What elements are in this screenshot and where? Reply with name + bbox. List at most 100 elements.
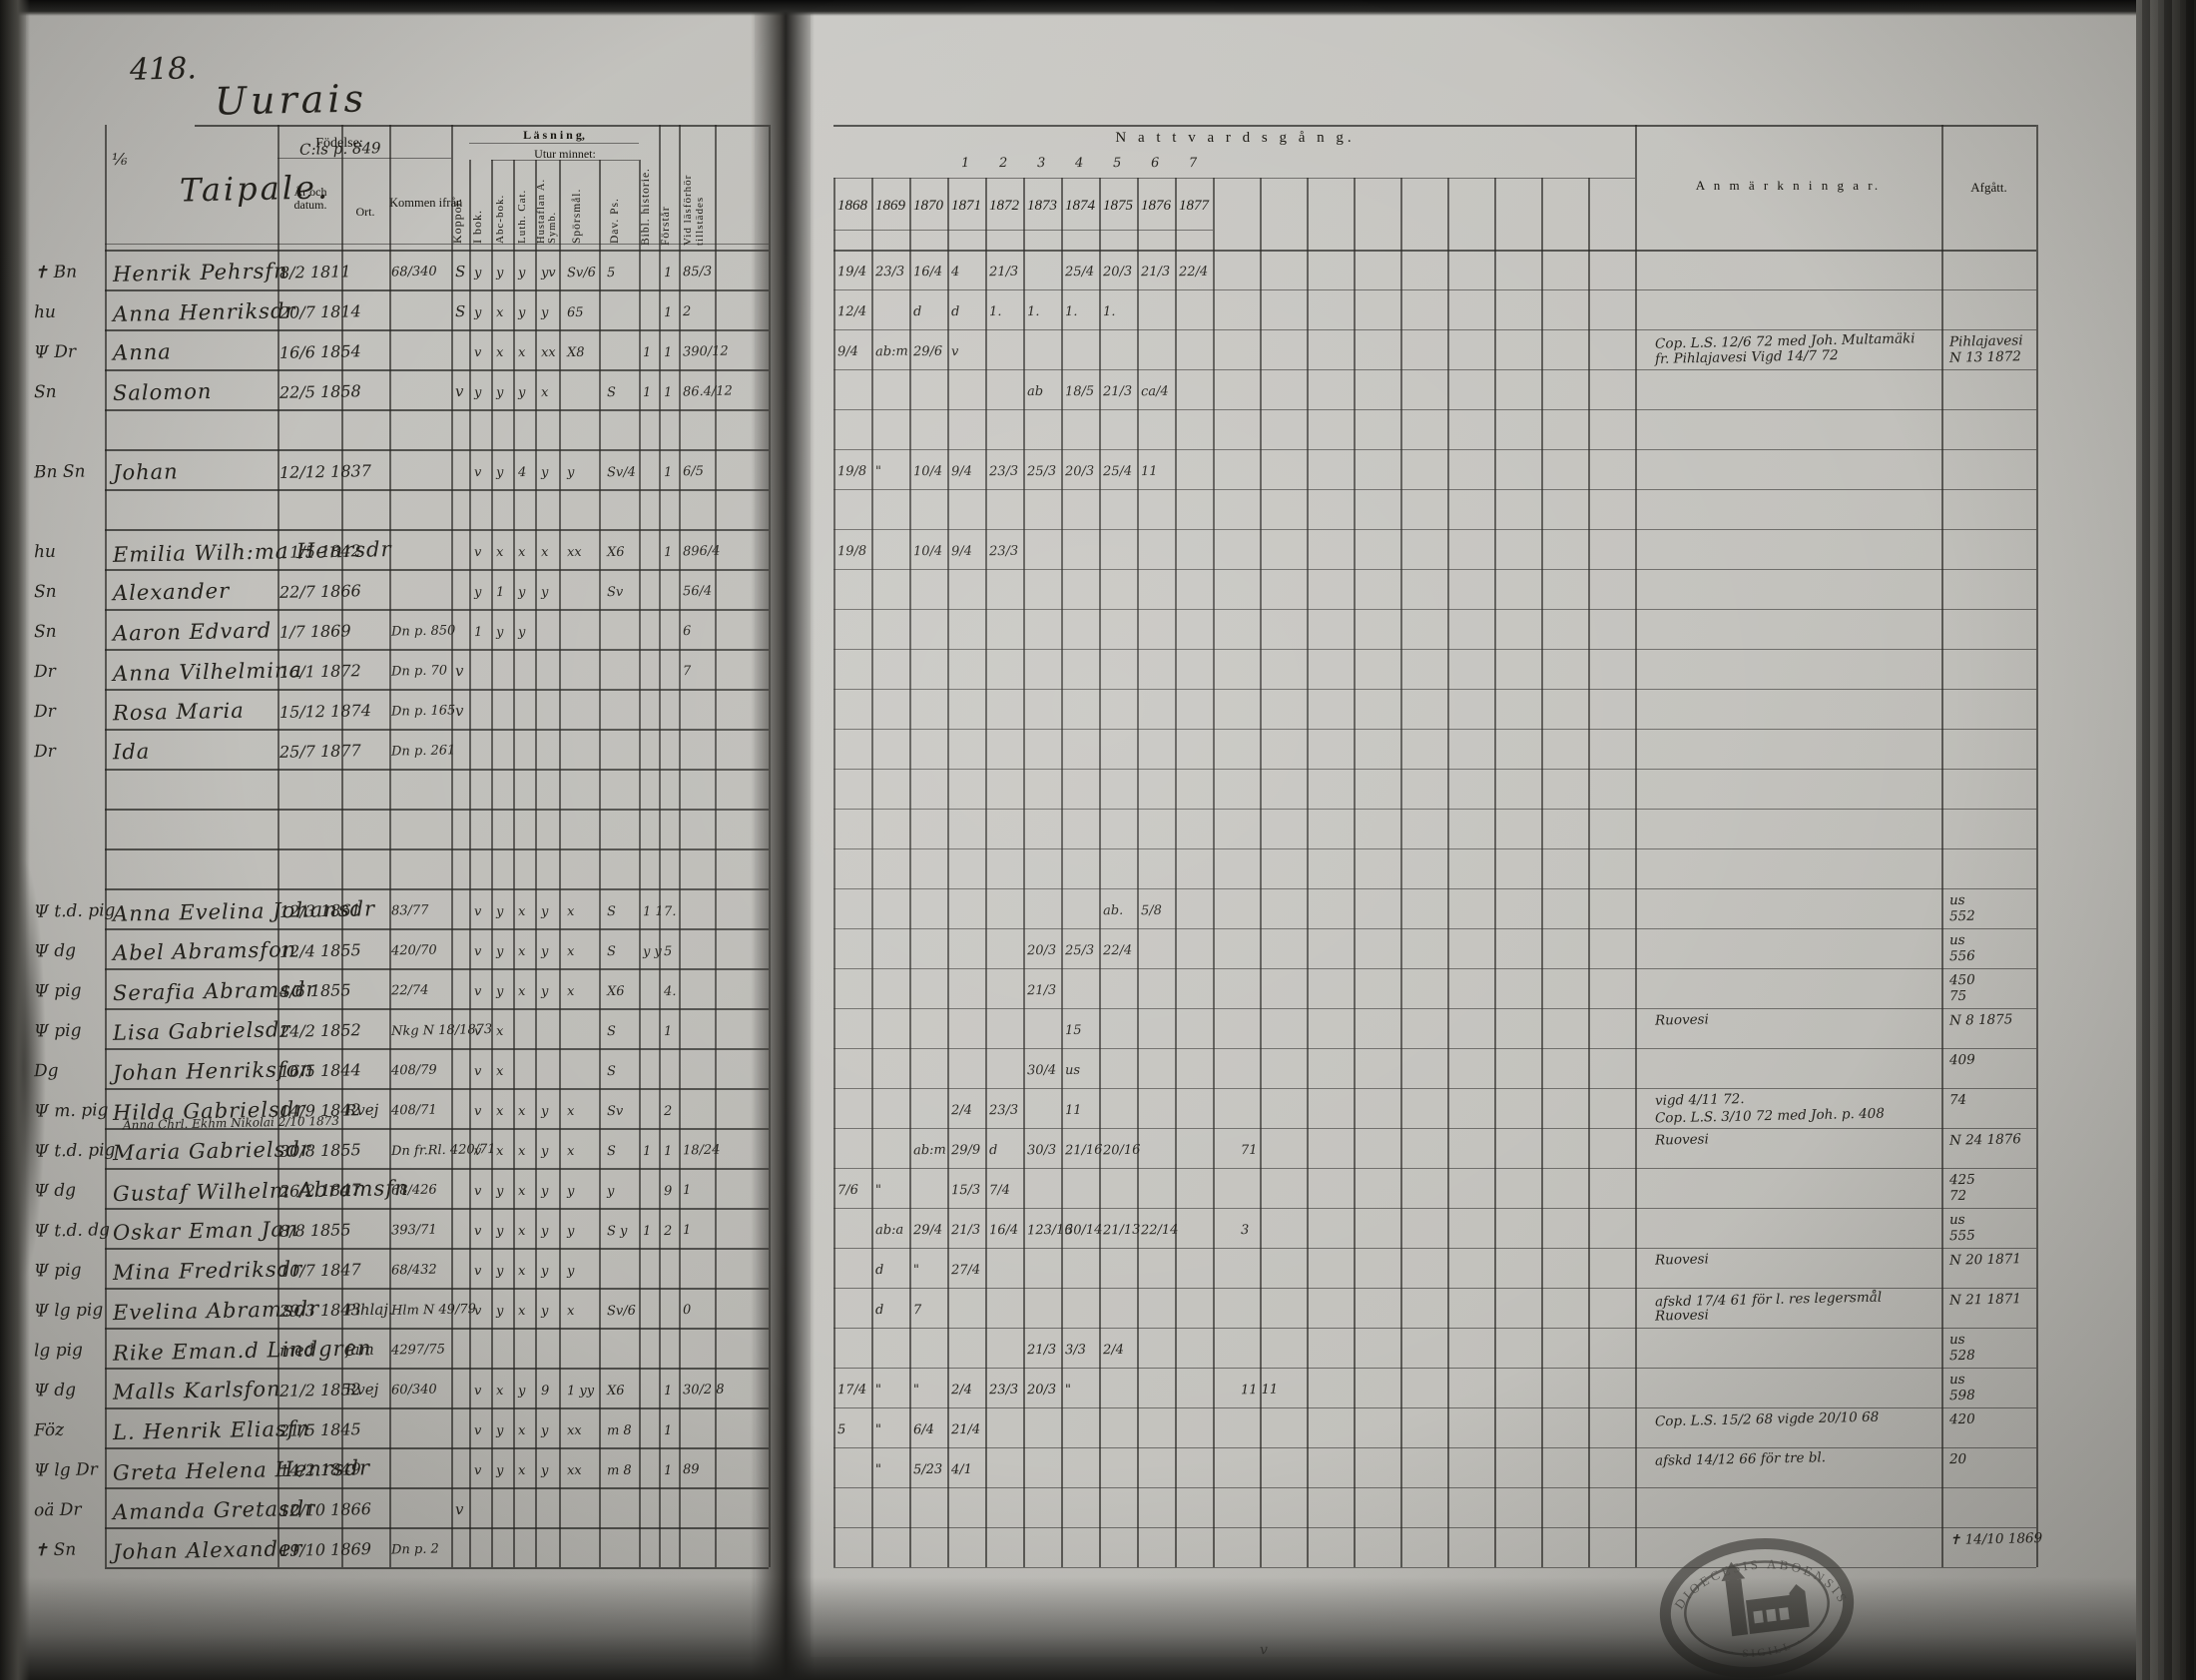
page-number: 418. (129, 51, 198, 88)
communion-mark: " (912, 1262, 920, 1279)
grid-line (1635, 125, 1637, 1567)
person-name: Rosa Maria (112, 698, 245, 726)
communion-mark: 20/3 (1102, 264, 1133, 280)
grid-line (105, 888, 769, 890)
afgatt-note: 74 (1948, 1091, 1967, 1109)
reading-mark: v (473, 1263, 482, 1280)
reading-mark: x (495, 304, 504, 321)
row-margin-label: Sn (33, 381, 57, 403)
row-margin-label: Sn (33, 621, 57, 643)
grid-line (105, 1527, 769, 1529)
grid-line (679, 125, 681, 1567)
afgatt-note: us (1948, 1371, 1965, 1389)
year-label: 1877 (1179, 198, 1209, 214)
grid-line (1099, 178, 1101, 1567)
reading-mark: y (566, 464, 575, 481)
row-margin-label: Dr (33, 741, 56, 763)
grid-line (833, 1567, 2036, 1568)
reading-mark: y (473, 384, 482, 401)
communion-mark: 16/4 (912, 264, 943, 280)
reading-mark: x (495, 1063, 504, 1080)
row-margin-label: Ψ t.d. pig (33, 900, 116, 922)
forstar-mark: 1 (663, 544, 673, 561)
anmarkning-note: Ruovesi (1654, 1131, 1710, 1149)
reading-mark: X8 (566, 344, 585, 361)
kommen-ifran-value: 83/77 (390, 902, 429, 919)
birth-place: fam (344, 1340, 374, 1360)
communion-mark: 30/3 (1026, 1142, 1057, 1159)
kommen-ifran-value: 408/71 (390, 1102, 437, 1119)
forstar-mark: 1 (663, 265, 673, 281)
tillstades-value: 89 (682, 1461, 700, 1478)
grid-line (105, 1567, 769, 1569)
communion-mark: 25/3 (1026, 463, 1057, 480)
header-nattvardsgang: N a t t v a r d s g å n g. (1115, 130, 1356, 146)
row-margin-label: hu (33, 301, 57, 323)
grid-line (1213, 178, 1215, 1567)
row-margin-label: Sn (33, 581, 57, 603)
bibl-historie-mark: 1 1 (642, 903, 664, 920)
kommen-ifran-value: 393/71 (390, 1222, 437, 1239)
communion-mark: " (874, 1421, 882, 1438)
reading-mark: x (517, 1223, 526, 1240)
anmarkning-note: Ruovesi (1654, 1011, 1710, 1029)
row-margin-label: lg pig (33, 1340, 84, 1362)
row-margin-label: ✝ Bn (33, 262, 78, 283)
grid-line (105, 125, 107, 1567)
year-superscript: 3 (1036, 155, 1046, 172)
header-utur-minnet: Utur minnet: (534, 147, 596, 161)
grid-line (389, 125, 391, 1567)
header-kommen-ifran: Kommen ifrån (389, 196, 463, 210)
header-fodelse: Födelse: (315, 136, 363, 151)
kommen-ifran-value: 68/432 (390, 1262, 437, 1279)
header-koppor: Koppor. (450, 198, 464, 244)
year-label: 1871 (951, 198, 981, 214)
birth-date: 25/7 1877 (278, 741, 361, 762)
communion-mark: 19/8 (836, 463, 867, 480)
afgatt-note: N 21 1871 (1948, 1291, 2022, 1309)
grid-line (105, 609, 769, 611)
grid-line (105, 409, 769, 411)
kommen-ifran-value: 22/74 (390, 982, 429, 999)
tillstades-value: 6 (682, 623, 692, 640)
reading-mark: y (473, 265, 482, 281)
communion-mark: 9/4 (950, 463, 973, 480)
communion-mark: 23/3 (988, 463, 1019, 480)
year-label: 1872 (989, 198, 1019, 214)
reading-mark: v (473, 903, 482, 920)
header-afgatt: Afgått. (1970, 180, 2007, 195)
communion-mark: 21/3 (1140, 264, 1171, 280)
year-label: 1876 (1141, 198, 1171, 214)
anmarkning-note: vigd 4/11 72. (1654, 1091, 1745, 1109)
kommen-ifran-value: Dn p. 2 (390, 1541, 439, 1558)
grid-line (833, 369, 2036, 370)
forstar-mark: 1 (663, 1023, 673, 1040)
header-ort: Ort. (355, 205, 375, 219)
communion-mark: 12/4 (836, 303, 867, 320)
year-superscript: 7 (1188, 155, 1198, 172)
kommen-ifran-value: 60/340 (390, 1382, 437, 1399)
afgatt-note: N 20 1871 (1948, 1251, 2022, 1269)
grid-line (105, 1248, 769, 1250)
communion-mark: 25/4 (1102, 463, 1133, 480)
year-label: 1873 (1027, 198, 1057, 214)
kommen-ifran-value: 408/79 (390, 1062, 437, 1079)
afgatt-note: us (1948, 1211, 1965, 1229)
row-margin-label: Ψ m. pig (33, 1100, 109, 1122)
grid-line (1175, 178, 1177, 1567)
communion-mark: ab:m (912, 1142, 946, 1159)
grid-line (769, 125, 771, 1567)
grid-line (833, 1407, 2036, 1408)
grid-line (833, 1288, 2036, 1289)
communion-mark: " (874, 1382, 882, 1399)
reading-mark: 5 (606, 265, 616, 281)
reading-mark: y (495, 1263, 504, 1280)
tillstades-value: 6/5 (682, 463, 705, 480)
grid-line (871, 178, 873, 1567)
person-name: Anna Vilhelmina (112, 658, 303, 686)
grid-line (105, 649, 769, 651)
birth-date: 15/12 1874 (278, 701, 372, 722)
reading-mark: y (495, 1422, 504, 1439)
forstar-mark: 5 (663, 943, 673, 960)
row-margin-label: Ψ pig (33, 980, 82, 1002)
